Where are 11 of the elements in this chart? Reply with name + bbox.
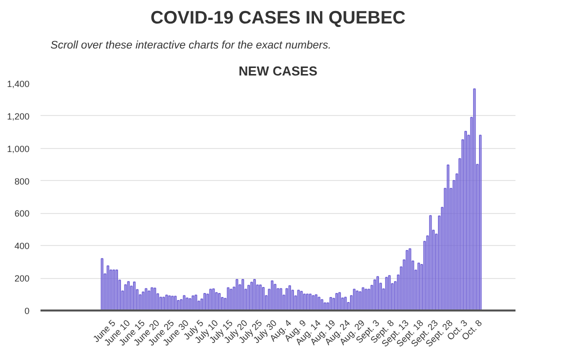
chart-title: COVID-19 CASES IN QUEBEC: [150, 8, 406, 28]
chart-subtitle: Scroll over these interactive charts for the exact numbers.: [50, 40, 332, 52]
y-tick-label: 1,000: [6, 144, 30, 154]
y-tick-label: 1,400: [6, 79, 30, 89]
y-tick-label: 400: [14, 241, 30, 252]
text: NEW CASES: [238, 64, 318, 78]
y-tick-label: 200: [14, 274, 30, 284]
y-tick-label: 600: [14, 208, 30, 219]
y-tick-label: 800: [14, 176, 30, 186]
y-tick-label: 0: [24, 306, 30, 316]
y-tick-label: 1,200: [6, 111, 30, 122]
